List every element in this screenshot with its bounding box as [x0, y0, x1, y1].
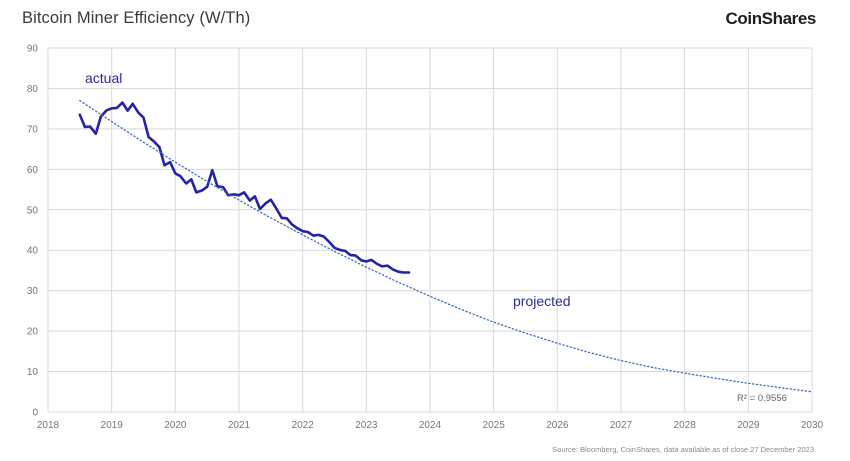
x-tick-label-2023: 2023	[355, 420, 378, 431]
x-tick-label-2019: 2019	[101, 420, 124, 431]
source-note: Source: Bloomberg, CoinShares, data avai…	[552, 445, 814, 454]
x-tick-label-2021: 2021	[228, 420, 251, 431]
x-tick-label-2020: 2020	[164, 420, 187, 431]
series-lines	[78, 99, 813, 393]
brand-logo: CoinShares	[725, 9, 817, 28]
x-tick-label-2026: 2026	[546, 420, 569, 431]
chart-grid	[47, 47, 813, 413]
y-tick-label-90: 90	[27, 44, 39, 55]
x-tick-label-2025: 2025	[483, 420, 506, 431]
x-axis-labels: 2018 2019 2020 2021 2022 2023 2024 2025 2026 2027…	[37, 420, 824, 431]
y-tick-label-50: 50	[27, 205, 39, 216]
y-tick-label-70: 70	[27, 124, 39, 135]
projected-annotation: projected	[513, 293, 571, 309]
x-tick-label-2027: 2027	[610, 420, 633, 431]
x-tick-label-2018: 2018	[37, 420, 60, 431]
y-tick-label-30: 30	[27, 286, 39, 297]
x-tick-label-2030: 2030	[801, 420, 824, 431]
y-tick-label-20: 20	[27, 327, 39, 338]
series-line-actual	[78, 101, 411, 274]
y-tick-label-40: 40	[27, 246, 39, 257]
y-tick-label-0: 0	[32, 408, 38, 419]
y-tick-label-60: 60	[27, 165, 39, 176]
x-tick-label-2029: 2029	[737, 420, 760, 431]
chart-title: Bitcoin Miner Efficiency (W/Th)	[22, 9, 251, 27]
r-squared-annotation: R² = 0.9556	[737, 393, 787, 404]
actual-annotation: actual	[85, 70, 122, 86]
y-tick-label-80: 80	[27, 84, 39, 95]
y-axis-labels: 0 10 20 30 40 50 60 70 80 90	[27, 44, 39, 419]
series-line-projected	[79, 99, 813, 393]
x-tick-label-2022: 2022	[292, 420, 315, 431]
x-tick-label-2024: 2024	[419, 420, 442, 431]
y-tick-label-10: 10	[27, 367, 39, 378]
x-tick-label-2028: 2028	[674, 420, 697, 431]
